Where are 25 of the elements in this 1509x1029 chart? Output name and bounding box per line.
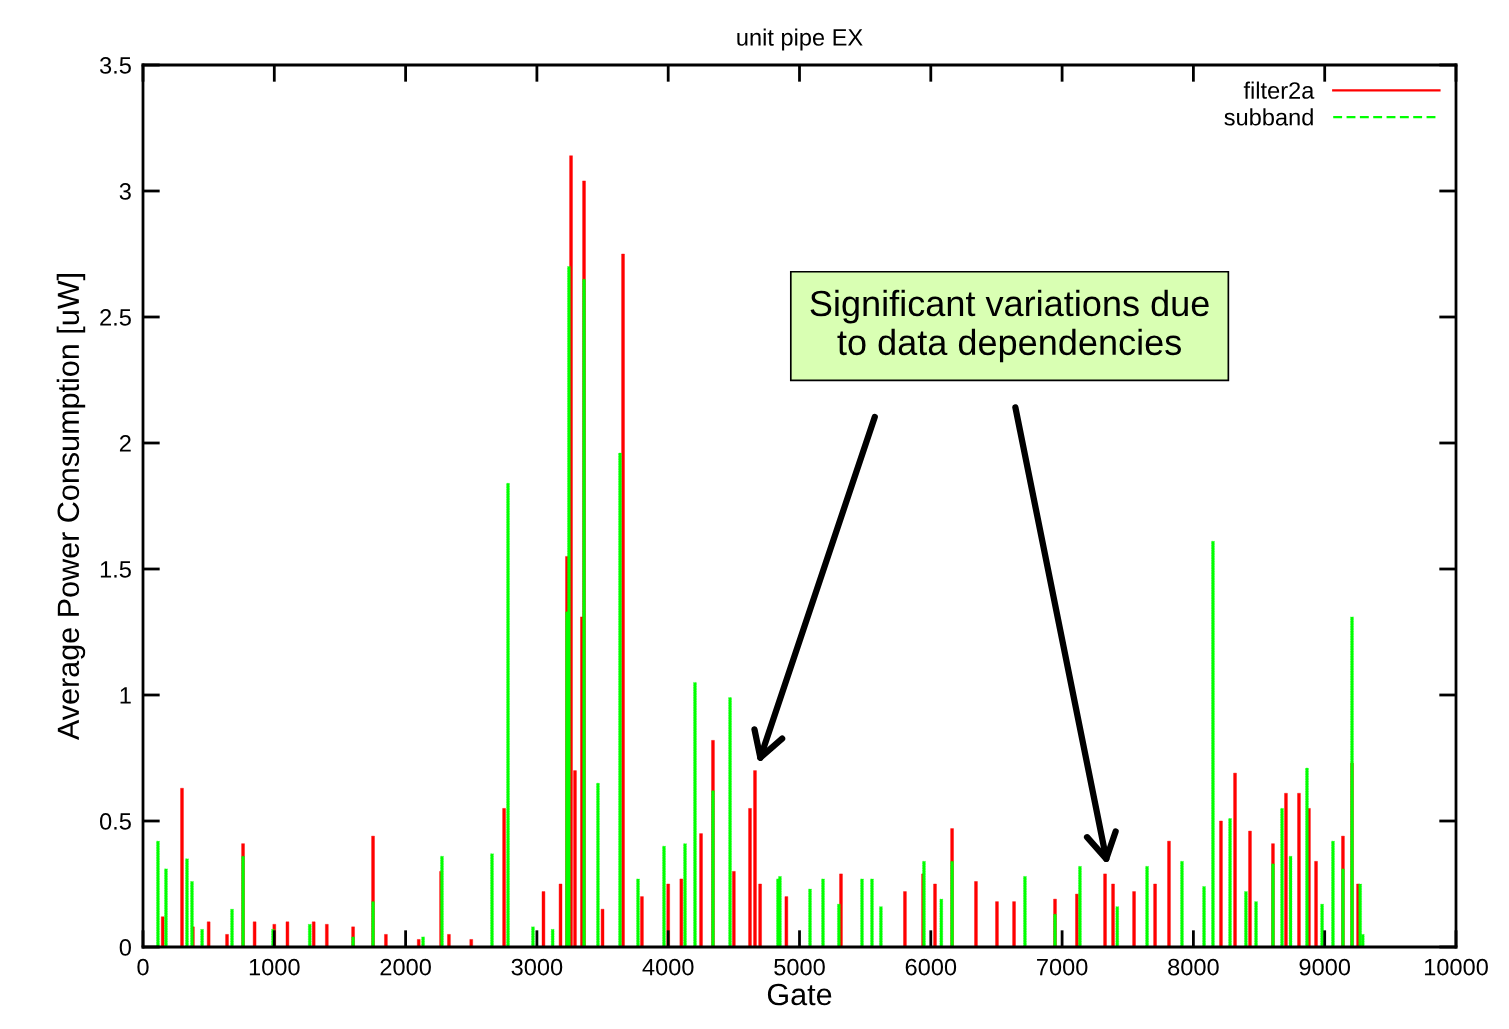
y-tick-label: 2.5 <box>100 309 131 326</box>
y-tick-label: 0.5 <box>99 813 131 830</box>
x-tick-label: 3000 <box>511 958 563 976</box>
x-tick-label: 2000 <box>380 958 431 976</box>
x-tick-label: 8000 <box>1168 958 1219 976</box>
x-tick-label: 1000 <box>249 958 300 976</box>
x-tick-label: 9000 <box>1299 958 1351 976</box>
y-tick-label: 1 <box>120 687 131 704</box>
x-tick-label: 5000 <box>774 958 825 976</box>
x-tick-label: 0 <box>137 958 149 976</box>
y-tick-label: 3.5 <box>99 57 131 74</box>
y-axis-title: Average Power Consumption [uW] <box>56 274 86 741</box>
y-tick-label: 3 <box>119 183 131 200</box>
y-tick-label: 0 <box>119 939 131 956</box>
chart-title: unit pipe EX <box>737 28 863 51</box>
x-tick-label: 7000 <box>1037 958 1088 976</box>
legend-label: filter2a <box>1243 81 1315 99</box>
x-tick-label: 6000 <box>905 958 957 976</box>
y-tick-label: 2 <box>119 435 131 452</box>
legend-label: subband <box>1224 108 1313 126</box>
annotation: Significant variations due to data dependencies <box>810 289 1209 363</box>
x-axis-title: Gate <box>767 983 832 1006</box>
x-tick-label: 4000 <box>642 958 694 976</box>
y-tick-label: 1.5 <box>100 561 131 578</box>
x-tick-label: 10000 <box>1424 958 1488 976</box>
